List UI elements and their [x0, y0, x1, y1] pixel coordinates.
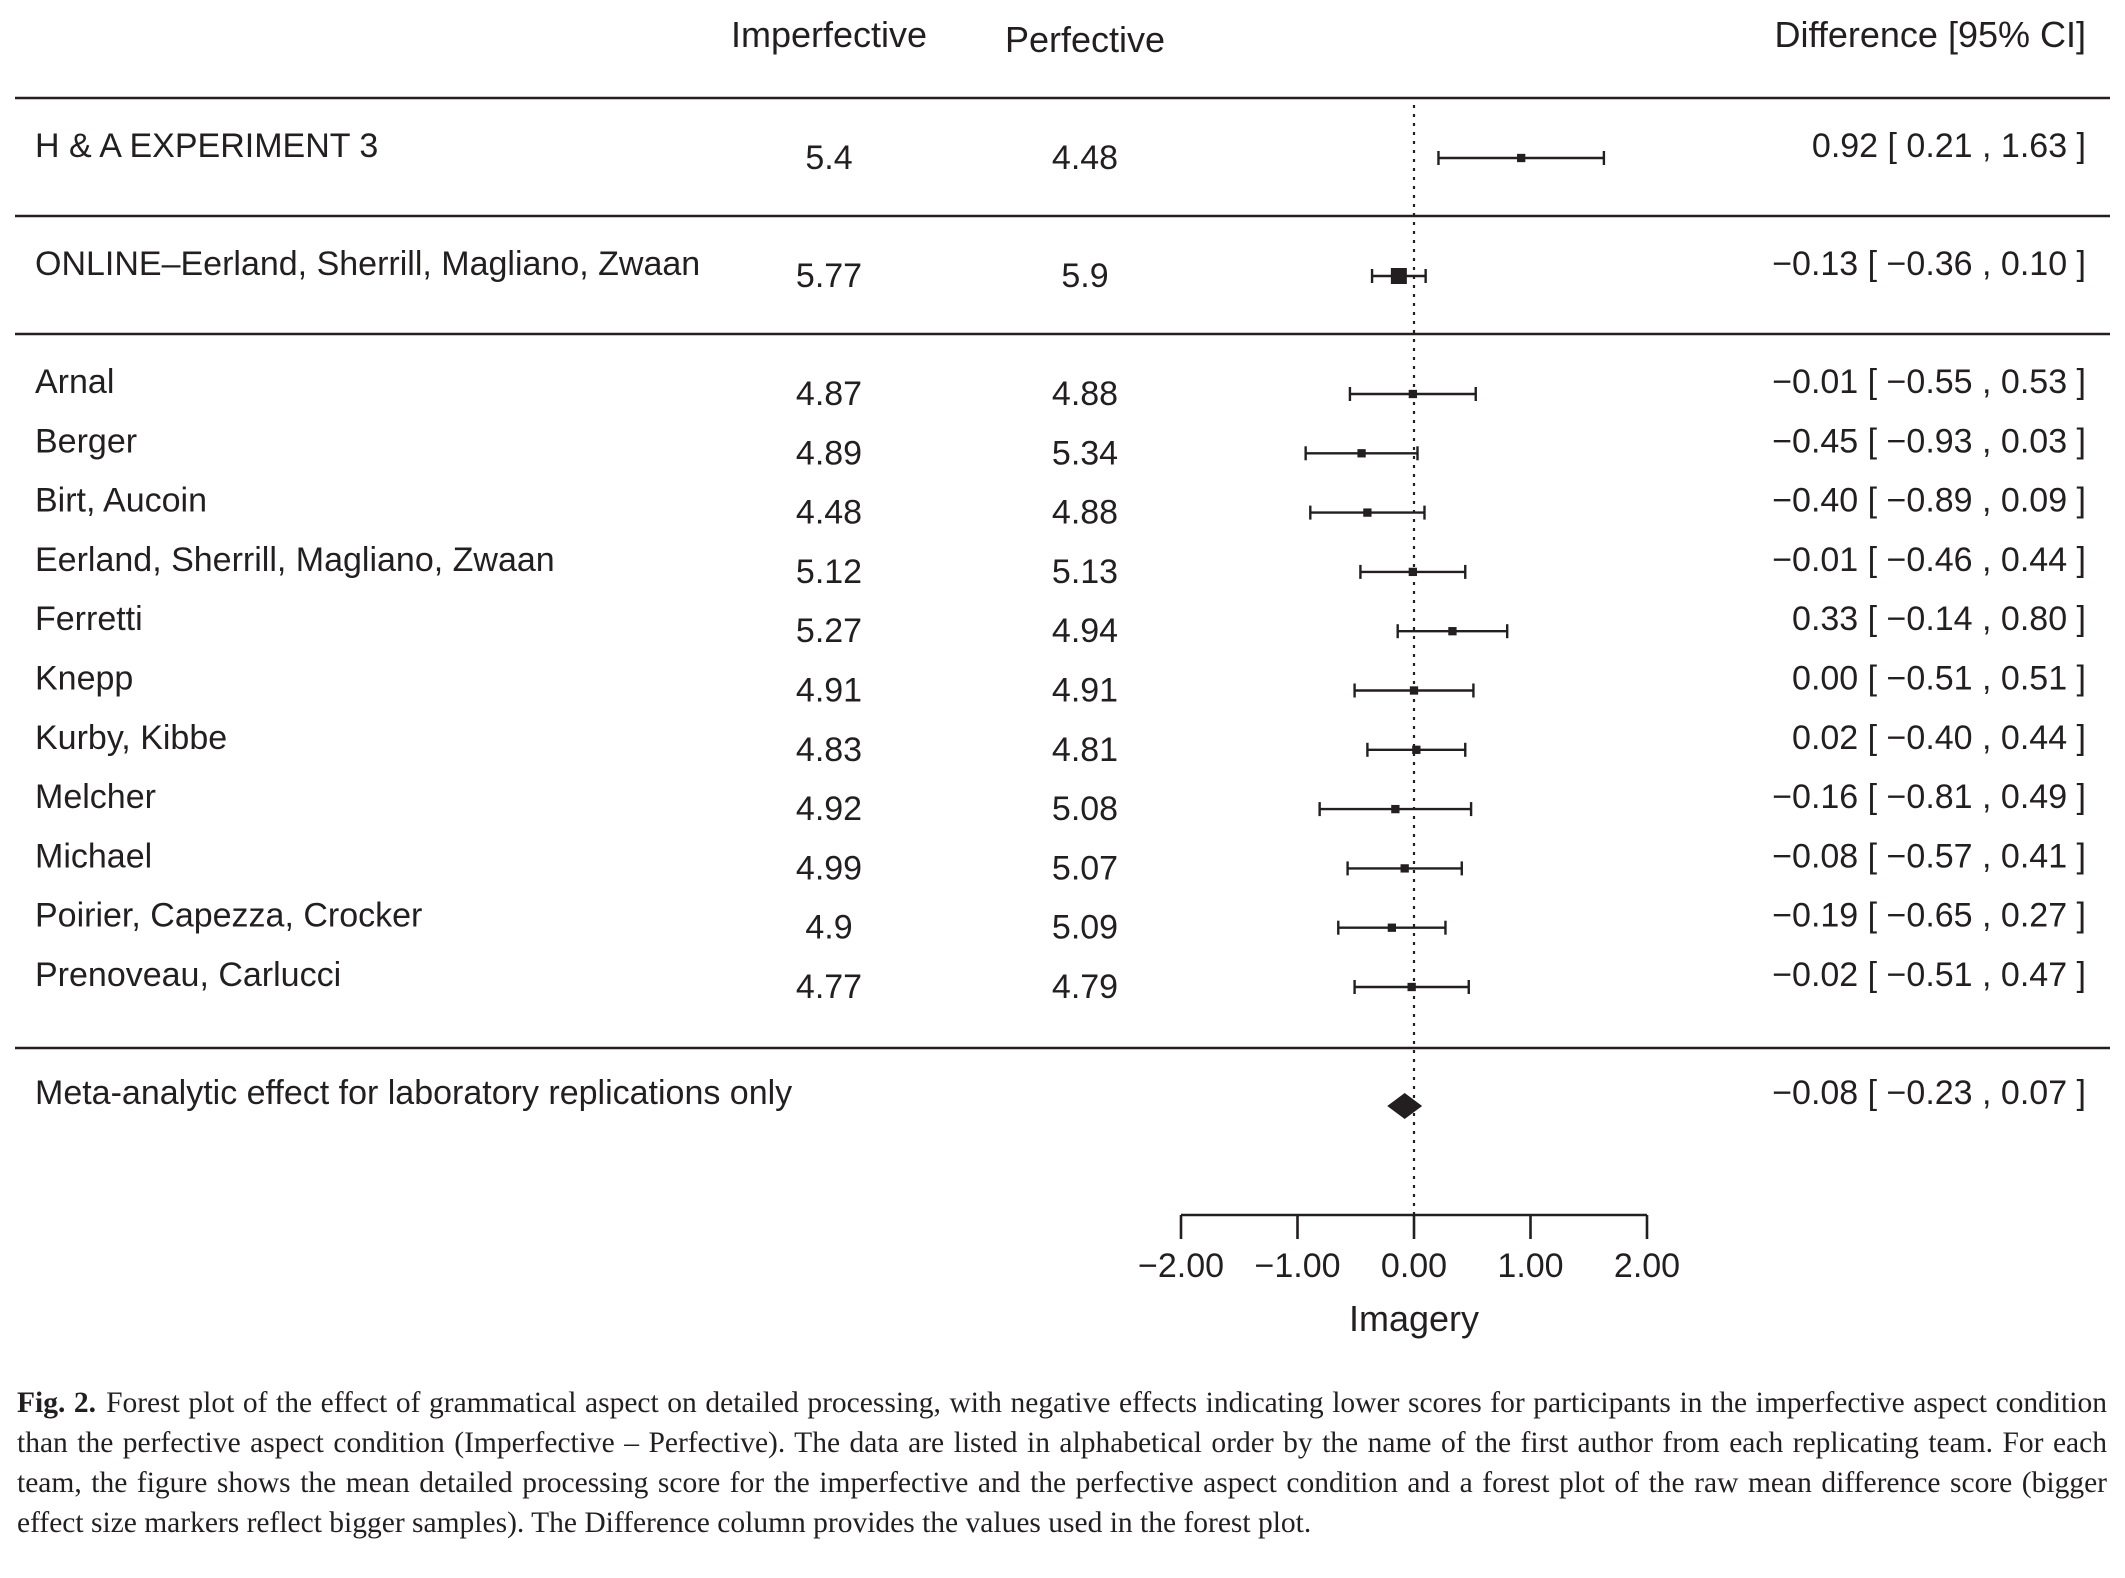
study-row: Berger 4.89 5.34 −0.45 [ −0.93 , 0.03 ]: [35, 422, 2086, 472]
study-row: Michael 4.99 5.07 −0.08 [ −0.57 , 0.41 ]: [35, 837, 2086, 887]
x-axis-tick-label: −1.00: [1254, 1247, 1340, 1285]
study-row: Kurby, Kibbe 4.83 4.81 0.02 [ −0.40 , 0.44 …: [35, 719, 2086, 769]
effect-size-marker: [1363, 508, 1372, 517]
study-row: H & A EXPERIMENT 3 5.4 4.48 0.92 [ 0.21 , 1…: [35, 127, 2086, 177]
imperfective-mean: 4.83: [796, 731, 862, 769]
imperfective-mean: 4.99: [796, 849, 862, 887]
difference-ci-text: −0.13 [ −0.36 , 0.10 ]: [1772, 245, 2086, 283]
column-header-perfective: Perfective: [1005, 19, 1165, 60]
difference-ci-text: 0.33 [ −0.14 , 0.80 ]: [1792, 600, 2086, 638]
study-name: Kurby, Kibbe: [35, 719, 227, 757]
effect-size-marker: [1448, 627, 1457, 636]
effect-size-marker: [1391, 804, 1400, 814]
difference-ci-text: −0.08 [ −0.57 , 0.41 ]: [1772, 837, 2086, 875]
difference-ci-text: −0.19 [ −0.65 , 0.27 ]: [1772, 897, 2086, 935]
perfective-mean: 5.07: [1052, 849, 1118, 887]
effect-size-marker: [1407, 982, 1416, 992]
study-row: Arnal 4.87 4.88 −0.01 [ −0.55 , 0.53 ]: [35, 363, 2086, 413]
study-row: ONLINE–Eerland, Sherrill, Magliano, Zwaa…: [35, 245, 2086, 295]
imperfective-mean: 4.89: [796, 434, 862, 472]
effect-size-marker: [1517, 153, 1526, 163]
study-row: Melcher 4.92 5.08 −0.16 [ −0.81 , 0.49 ]: [35, 778, 2086, 828]
study-row: Eerland, Sherrill, Magliano, Zwaan 5.12 5.…: [35, 541, 2086, 591]
x-axis-tick-label: −2.00: [1138, 1247, 1224, 1285]
column-header-imperfective: Imperfective: [731, 14, 927, 55]
perfective-mean: 4.88: [1052, 494, 1118, 532]
study-name: Arnal: [35, 363, 114, 401]
difference-ci-text: 0.02 [ −0.40 , 0.44 ]: [1792, 719, 2086, 757]
imperfective-mean: 4.87: [796, 375, 862, 413]
imperfective-mean: 4.92: [796, 790, 862, 828]
caption-label: Fig. 2.: [17, 1387, 97, 1419]
imperfective-mean: 5.4: [805, 139, 852, 177]
study-row: Poirier, Capezza, Crocker 4.9 5.09 −0.19 [ …: [35, 897, 2086, 947]
study-row: Prenoveau, Carlucci 4.77 4.79 −0.02 [ −0.51…: [35, 956, 2086, 1006]
perfective-mean: 4.48: [1052, 139, 1118, 177]
study-name: Michael: [35, 837, 152, 875]
perfective-mean: 5.9: [1061, 257, 1108, 295]
difference-ci-text: −0.40 [ −0.89 , 0.09 ]: [1772, 482, 2086, 520]
imperfective-mean: 5.12: [796, 553, 862, 591]
effect-size-marker: [1409, 686, 1419, 695]
caption-text: Forest plot of the effect of grammatical…: [17, 1387, 2108, 1539]
imperfective-mean: 5.77: [796, 257, 862, 295]
effect-size-marker: [1408, 567, 1417, 577]
difference-ci-text: 0.92 [ 0.21 , 1.63 ]: [1812, 127, 2086, 165]
study-row: Birt, Aucoin 4.48 4.88 −0.40 [ −0.89 , 0.09…: [35, 482, 2086, 532]
effect-size-marker: [1357, 449, 1366, 458]
perfective-mean: 4.81: [1052, 731, 1118, 769]
imperfective-mean: 4.77: [796, 968, 862, 1006]
effect-size-marker: [1400, 864, 1409, 873]
imperfective-mean: 4.48: [796, 494, 862, 532]
study-row: Knepp 4.91 4.91 0.00 [ −0.51 , 0.51 ]: [35, 660, 2086, 710]
summary-label: Meta-analytic effect for laboratory repl…: [35, 1074, 792, 1112]
perfective-mean: 5.34: [1052, 434, 1118, 472]
x-axis-tick-label: 2.00: [1614, 1247, 1680, 1285]
x-axis-label: Imagery: [1349, 1298, 1479, 1339]
imperfective-mean: 4.9: [805, 909, 852, 947]
difference-ci-text: −0.02 [ −0.51 , 0.47 ]: [1772, 956, 2086, 994]
difference-ci-text: 0.00 [ −0.51 , 0.51 ]: [1792, 660, 2086, 698]
perfective-mean: 5.08: [1052, 790, 1118, 828]
perfective-mean: 5.09: [1052, 909, 1118, 947]
figure-caption: Fig. 2. Forest plot of the effect of gram…: [17, 1383, 2107, 1543]
effect-size-marker: [1408, 389, 1417, 399]
summary-row: Meta-analytic effect for laboratory repl…: [35, 1074, 2086, 1119]
summary-difference-ci-text: −0.08 [ −0.23 , 0.07 ]: [1772, 1074, 2086, 1112]
study-name: H & A EXPERIMENT 3: [35, 127, 378, 165]
perfective-mean: 4.94: [1052, 612, 1118, 650]
imperfective-mean: 4.91: [796, 672, 862, 710]
perfective-mean: 4.88: [1052, 375, 1118, 413]
study-row: Ferretti 5.27 4.94 0.33 [ −0.14 , 0.80 ]: [35, 600, 2086, 650]
x-axis-tick-label: 0.00: [1381, 1247, 1447, 1285]
study-name: Knepp: [35, 660, 133, 698]
difference-ci-text: −0.16 [ −0.81 , 0.49 ]: [1772, 778, 2086, 816]
forest-plot: Imperfective Perfective Difference [95% CI…: [15, 14, 2110, 1339]
perfective-mean: 4.79: [1052, 968, 1118, 1006]
difference-ci-text: −0.01 [ −0.55 , 0.53 ]: [1772, 363, 2086, 401]
meta-analytic-diamond: [1387, 1093, 1423, 1119]
difference-ci-text: −0.45 [ −0.93 , 0.03 ]: [1772, 422, 2086, 460]
effect-size-marker: [1412, 745, 1421, 754]
perfective-mean: 5.13: [1052, 553, 1118, 591]
study-name: Ferretti: [35, 600, 143, 638]
x-axis-tick-label: 1.00: [1497, 1247, 1563, 1285]
study-name: Eerland, Sherrill, Magliano, Zwaan: [35, 541, 555, 579]
imperfective-mean: 5.27: [796, 612, 862, 650]
column-header-difference: Difference [95% CI]: [1775, 14, 2086, 55]
effect-size-marker: [1387, 923, 1397, 932]
study-name: Poirier, Capezza, Crocker: [35, 897, 422, 935]
study-name: Prenoveau, Carlucci: [35, 956, 341, 994]
effect-size-marker: [1390, 268, 1407, 284]
difference-ci-text: −0.01 [ −0.46 , 0.44 ]: [1772, 541, 2086, 579]
perfective-mean: 4.91: [1052, 672, 1118, 710]
study-name: ONLINE–Eerland, Sherrill, Magliano, Zwaa…: [35, 245, 700, 283]
study-name: Berger: [35, 422, 137, 460]
study-name: Melcher: [35, 778, 156, 816]
study-name: Birt, Aucoin: [35, 482, 207, 520]
